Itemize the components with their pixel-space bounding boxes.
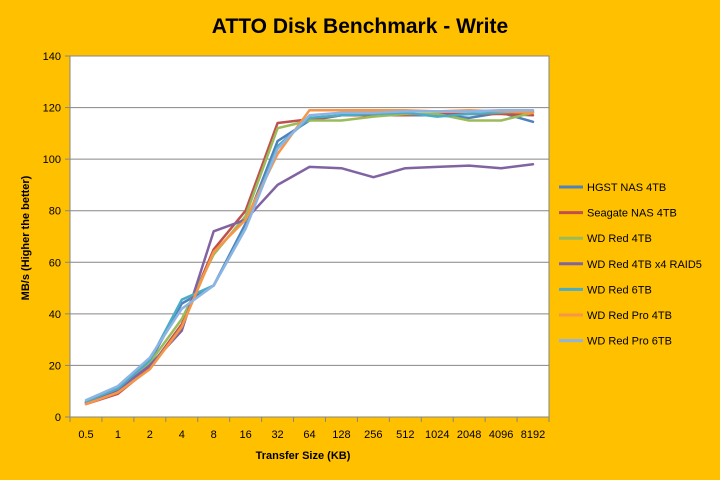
legend-item: WD Red 6TB <box>559 284 652 296</box>
series-line <box>84 111 535 405</box>
series-line <box>84 108 535 402</box>
y-tick-label: 0 <box>55 412 61 424</box>
x-tick-label: 2 <box>147 429 153 441</box>
x-tick-label: 1 <box>115 429 121 441</box>
x-axis-label: Transfer Size (KB) <box>256 450 351 462</box>
y-tick-label: 100 <box>43 154 61 166</box>
legend: HGST NAS 4TB Seagate NAS 4TB WD Red 4TB WD … <box>559 182 702 348</box>
legend-item: WD Red Pro 4TB <box>559 310 672 322</box>
y-tick-label: 20 <box>49 360 61 372</box>
y-tick-label: 120 <box>43 103 61 115</box>
y-axis-ticks: 0 20 40 60 80 100 120 140 <box>43 51 70 424</box>
x-axis-ticks: 0.5 1 2 4 8 16 32 64 128 256 512 1024 2048 4096 8192 <box>69 417 550 441</box>
legend-label: WD Red 6TB <box>587 284 652 296</box>
axes <box>69 56 549 418</box>
x-tick-label: 4096 <box>489 429 513 441</box>
x-tick-label: 1024 <box>425 429 449 441</box>
x-tick-label: 0.5 <box>78 429 93 441</box>
x-tick-label: 512 <box>396 429 414 441</box>
legend-item: WD Red Pro 6TB <box>559 336 672 348</box>
legend-label: Seagate NAS 4TB <box>587 208 677 220</box>
legend-item: WD Red 4TB <box>559 233 652 245</box>
chart-title: ATTO Disk Benchmark - Write <box>212 15 508 38</box>
y-tick-label: 40 <box>49 309 61 321</box>
legend-label: WD Red 4TB x4 RAID5 <box>587 259 702 271</box>
x-tick-label: 128 <box>332 429 350 441</box>
legend-item: HGST NAS 4TB <box>559 182 666 194</box>
x-tick-label: 256 <box>364 429 382 441</box>
legend-item: WD Red 4TB x4 RAID5 <box>559 259 702 271</box>
x-tick-label: 8 <box>211 429 217 441</box>
y-tick-label: 140 <box>43 51 61 63</box>
x-tick-label: 4 <box>179 429 185 441</box>
gridlines <box>70 55 549 366</box>
series-lines <box>84 108 535 406</box>
legend-label: WD Red 4TB <box>587 233 652 245</box>
x-tick-label: 2048 <box>457 429 481 441</box>
y-axis-label: MB/s (Higher the better) <box>20 175 32 300</box>
x-tick-label: 8192 <box>521 429 545 441</box>
legend-item: Seagate NAS 4TB <box>559 208 677 220</box>
y-tick-label: 60 <box>49 257 61 269</box>
legend-label: WD Red Pro 4TB <box>587 310 672 322</box>
y-tick-label: 80 <box>49 206 61 218</box>
legend-label: HGST NAS 4TB <box>587 182 666 194</box>
x-tick-label: 32 <box>271 429 283 441</box>
x-tick-label: 16 <box>240 429 252 441</box>
legend-label: WD Red Pro 6TB <box>587 336 672 348</box>
x-tick-label: 64 <box>303 429 315 441</box>
